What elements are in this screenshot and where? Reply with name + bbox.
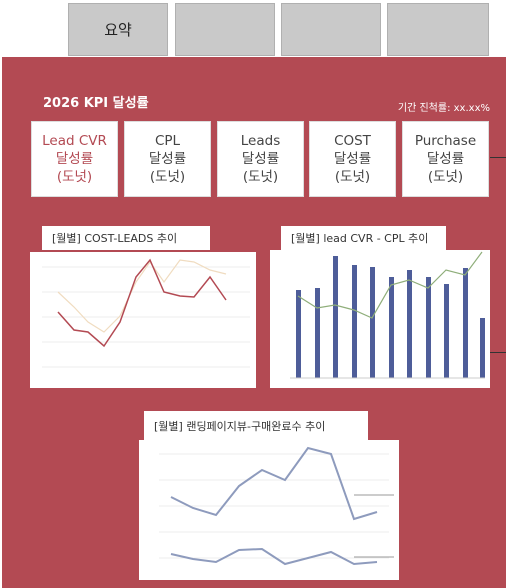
kpi-text: Purchase (414, 133, 477, 149)
kpi-card: COST 달성률 (도넛) (309, 121, 396, 197)
chart-image (42, 258, 250, 368)
line (170, 547, 378, 566)
chart-thumbnail (139, 440, 399, 580)
line (170, 446, 378, 521)
kpi-text: Lead CVR (42, 133, 107, 149)
tab[interactable] (387, 3, 489, 56)
kpi-text: 달성률 (241, 151, 280, 167)
grid (159, 453, 389, 559)
chart-title: [월별] COST-LEADS 추이 (42, 226, 210, 250)
chart-thumbnail (270, 250, 490, 388)
line (297, 251, 483, 319)
progress: 기간 진척률: xx.xx% (397, 103, 490, 114)
kpi-text: 달성률 (55, 151, 94, 167)
kpi-text: (도넛) (334, 169, 371, 185)
kpi-text: CPL (154, 133, 181, 149)
chart-title: [월별] lead CVR - CPL 추이 (281, 226, 446, 250)
tab[interactable] (281, 3, 381, 56)
connector (490, 352, 506, 353)
kpi-text: Leads (240, 133, 281, 149)
chart-title: [월별] 랜딩페이지뷰-구매완료수 추이 (144, 411, 368, 440)
bars (296, 256, 485, 378)
tab[interactable]: 요약 (68, 3, 168, 56)
kpi-text: (도넛) (56, 169, 93, 185)
connector (490, 157, 506, 158)
grid (42, 266, 250, 368)
line (57, 259, 227, 333)
kpi-text: (도넛) (149, 169, 186, 185)
kpi-text: (도넛) (242, 169, 279, 185)
chart-image (290, 251, 485, 379)
line (57, 258, 227, 348)
kpi-text: COST (334, 133, 371, 149)
chart-thumbnail (30, 252, 256, 388)
kpi-text: (도넛) (427, 169, 464, 185)
kpi-card: Leads 달성률 (도넛) (217, 121, 304, 197)
title: 2026 KPI 달성률 (43, 96, 149, 111)
kpi-text: 달성률 (148, 151, 187, 167)
kpi-card: Lead CVR 달성률 (도넛) (31, 121, 118, 197)
kpi-text: 달성률 (426, 151, 465, 167)
tab[interactable] (175, 3, 275, 56)
kpi-text: 달성률 (333, 151, 372, 167)
kpi-card: CPL 달성률 (도넛) (124, 121, 211, 197)
chart-image (159, 446, 394, 566)
kpi-card: Purchase 달성률 (도넛) (402, 121, 489, 197)
